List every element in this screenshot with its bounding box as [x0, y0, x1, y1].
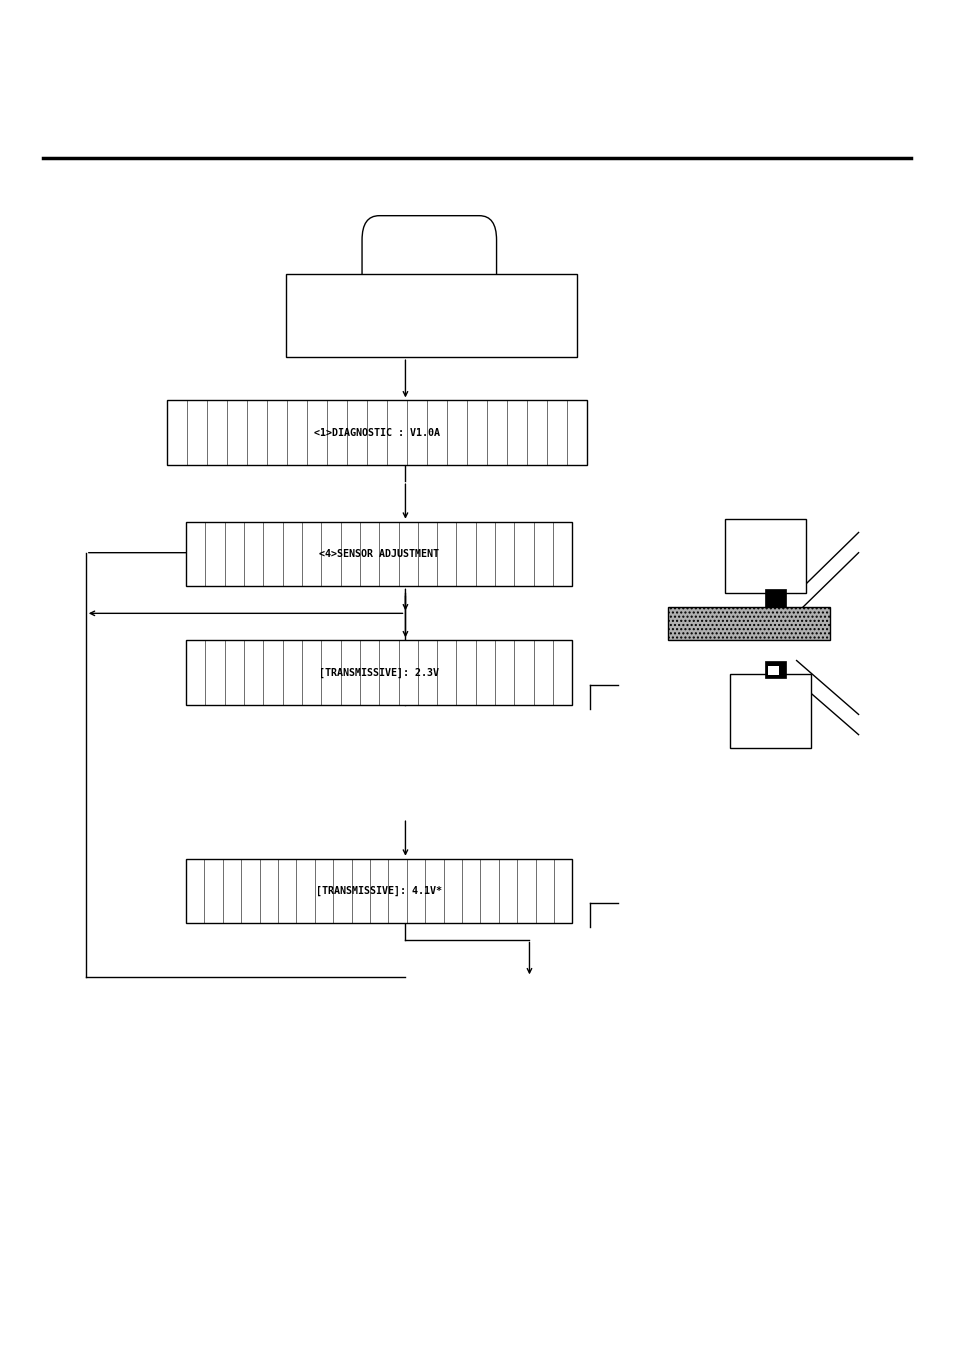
FancyBboxPatch shape	[361, 216, 496, 310]
Bar	[667, 607, 829, 640]
Bar	[729, 674, 810, 748]
Bar	[186, 859, 572, 923]
Bar	[764, 661, 785, 678]
Text: <4>SENSOR ADJUSTMENT: <4>SENSOR ADJUSTMENT	[319, 549, 438, 559]
Bar	[764, 589, 785, 607]
Text: <1>DIAGNOSTIC : V1.0A: <1>DIAGNOSTIC : V1.0A	[314, 427, 439, 438]
Bar	[767, 666, 779, 675]
Bar	[667, 607, 829, 640]
Bar	[286, 274, 577, 357]
Text: [TRANSMISSIVE]: 4.1V*: [TRANSMISSIVE]: 4.1V*	[315, 886, 442, 896]
Bar	[186, 522, 572, 586]
Bar	[167, 400, 586, 465]
Bar	[724, 519, 805, 593]
Bar	[186, 640, 572, 705]
Text: [TRANSMISSIVE]: 2.3V: [TRANSMISSIVE]: 2.3V	[319, 667, 438, 678]
